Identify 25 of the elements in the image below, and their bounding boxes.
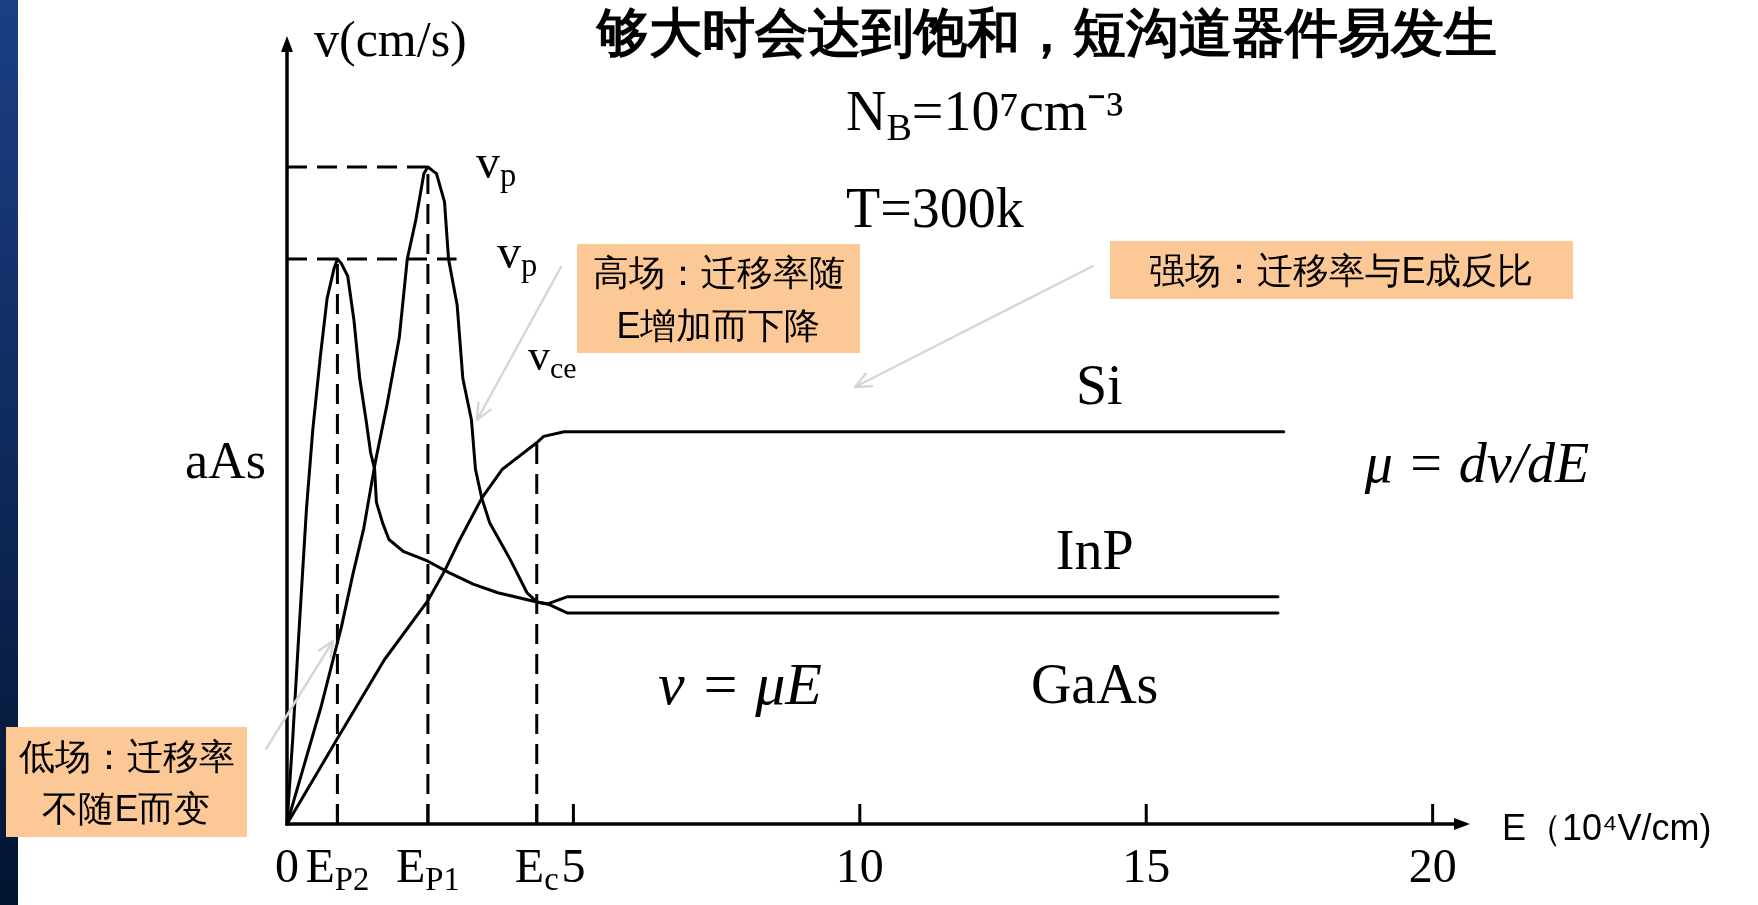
annotation: T=300k	[846, 177, 1024, 239]
y-axis-title: v(cm/s)	[314, 11, 467, 67]
x-tick-label: 10	[835, 839, 884, 892]
x-tick-label: 15	[1122, 839, 1171, 892]
text: aAs	[185, 432, 266, 489]
annotation: 高场：迁移率随E增加而下降	[592, 252, 845, 346]
x-tick-label: 5	[561, 839, 586, 892]
x-tick-label: E$_{P1}$	[396, 839, 460, 898]
annotation: v$_{p}$	[476, 135, 517, 194]
annotation: v$_{p}$	[497, 225, 538, 284]
x-axis-title: E（10⁴V/cm)	[1502, 807, 1712, 848]
x-tick-label: 0	[275, 839, 299, 892]
annotation: 强场：迁移率与E成反比	[1149, 249, 1534, 291]
series-label: InP	[1055, 518, 1134, 581]
series-label: Si	[1075, 353, 1123, 416]
annotation: v = μE	[658, 651, 822, 717]
x-tick-label: E$_{P2}$	[305, 839, 370, 898]
x-tick-label: 20	[1408, 839, 1457, 892]
series-label: GaAs	[1030, 653, 1159, 716]
chart-title: 够大时会达到饱和，短沟道器件易发生	[594, 3, 1497, 62]
annotation: μ = dv/dE	[1363, 432, 1590, 494]
text: 低场：迁移率不随E而变	[18, 735, 235, 830]
x-tick-label: E$_{c}$	[514, 839, 559, 898]
text: N$_{B}$=10⁷cm⁻³	[846, 80, 1124, 148]
annotation: v$_{ce}$	[528, 331, 577, 384]
